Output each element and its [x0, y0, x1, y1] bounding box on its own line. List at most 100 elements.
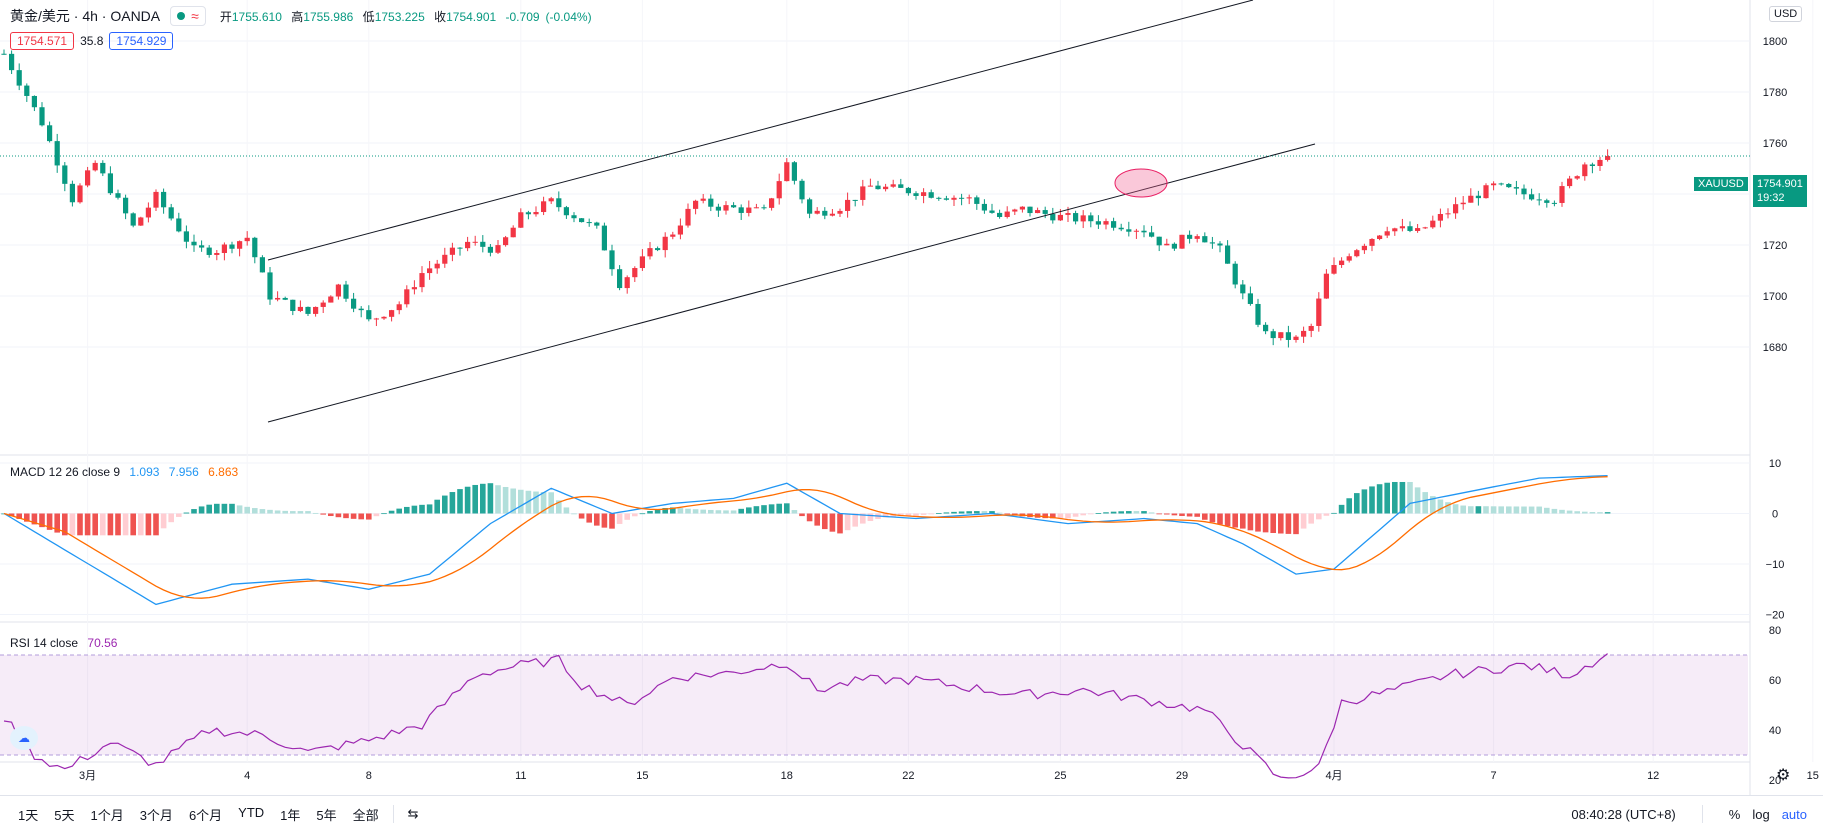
macd-legend[interactable]: MACD 12 26 close 9 1.093 7.956 6.863	[10, 465, 239, 479]
tradingview-logo-icon[interactable]: ☁	[10, 726, 38, 750]
candle-body	[1194, 236, 1200, 239]
macd-line	[3, 474, 1608, 606]
candle-body	[107, 173, 113, 194]
visibility-toggle[interactable]: ≈	[170, 6, 206, 26]
candle-body	[1080, 215, 1086, 222]
macd-histogram-bar	[609, 513, 615, 529]
candle-body	[1483, 185, 1489, 199]
macd-histogram-bar	[1141, 511, 1147, 514]
timeframe-1d[interactable]: 1天	[18, 807, 39, 823]
candle-body	[693, 200, 699, 209]
candle-body	[465, 241, 471, 249]
macd-histogram-bar	[624, 513, 630, 520]
timeframe-3m[interactable]: 3个月	[139, 807, 173, 823]
macd-histogram-bar	[586, 513, 592, 523]
macd-histogram-bar	[1361, 489, 1368, 514]
macd-histogram-bar	[936, 513, 942, 514]
candle-body	[1384, 231, 1390, 236]
candle-body	[1605, 156, 1611, 160]
macd-histogram-bar	[396, 508, 402, 514]
currency-button[interactable]: USD	[1769, 6, 1803, 22]
candle-body	[1209, 242, 1215, 244]
bid-ask-tags: 1754.571 35.8 1754.929	[10, 32, 174, 50]
gear-icon[interactable]: ⚙	[1776, 767, 1791, 784]
macd-tick-label: −10	[1766, 559, 1785, 571]
candle-body	[959, 197, 965, 199]
macd-histogram-bar	[1095, 513, 1102, 514]
timeframe-6m[interactable]: 6个月	[188, 807, 223, 823]
macd-histogram-bar	[1346, 498, 1352, 514]
macd-histogram-bar	[1536, 506, 1542, 514]
candle-body	[1141, 230, 1147, 233]
timeframe-1m[interactable]: 1个月	[90, 807, 124, 823]
macd-histogram-bar	[236, 505, 243, 514]
macd-histogram-bar	[996, 512, 1003, 514]
macd-histogram-bar	[1308, 513, 1314, 524]
timeframe-5y[interactable]: 5年	[316, 807, 337, 823]
macd-histogram-bar	[290, 511, 296, 514]
timeframe-1y[interactable]: 1年	[280, 807, 301, 823]
percent-scale-button[interactable]: %	[1728, 806, 1741, 822]
price-tick-label: 1800	[1763, 36, 1787, 48]
macd-histogram-bar	[335, 513, 342, 518]
macd-histogram-bar	[768, 504, 775, 514]
macd-histogram-bar	[685, 508, 691, 514]
chart-canvas[interactable]: 1800178017601740172017001680100−10−20806…	[0, 0, 1823, 795]
macd-histogram-bar	[404, 506, 410, 514]
candle-body	[700, 198, 706, 201]
last-price-tag: 1754.901 19:32	[1753, 175, 1807, 207]
macd-histogram-bar	[206, 504, 212, 514]
macd-histogram-bar	[533, 491, 539, 514]
candle-body	[130, 213, 136, 226]
candle-body	[541, 201, 547, 213]
candle-body	[1323, 273, 1329, 299]
candle-body	[1149, 232, 1155, 237]
macd-histogram-bar	[1323, 513, 1330, 516]
macd-histogram-bar	[46, 513, 53, 530]
macd-histogram-bar	[776, 503, 782, 514]
macd-histogram-bar	[616, 513, 623, 524]
macd-histogram-bar	[1209, 513, 1216, 523]
rsi-tick-label: 20	[1769, 775, 1781, 787]
macd-histogram-bar	[115, 513, 121, 536]
macd-histogram-bar	[1103, 512, 1109, 514]
timeframe-5d[interactable]: 5天	[54, 807, 75, 823]
macd-histogram-bar	[1544, 507, 1550, 514]
macd-histogram-bar	[951, 511, 957, 514]
macd-histogram-bar	[274, 510, 281, 514]
rsi-legend[interactable]: RSI 14 close 70.56	[10, 636, 118, 650]
macd-histogram-bar	[1148, 512, 1155, 514]
candle-body	[183, 231, 189, 242]
candle-body	[609, 250, 615, 270]
timeframe-all[interactable]: 全部	[352, 807, 379, 823]
candle-body	[662, 236, 668, 251]
clock-timezone[interactable]: 08:40:28 (UTC+8)	[1571, 806, 1676, 822]
auto-scale-button[interactable]: auto	[1781, 806, 1807, 822]
macd-histogram-bar	[1528, 506, 1535, 514]
candle-body	[1050, 213, 1056, 221]
macd-histogram-bar	[738, 508, 744, 514]
candle-body	[358, 308, 364, 311]
timeframe-ytd[interactable]: YTD	[238, 804, 265, 820]
candle-body	[381, 316, 387, 319]
time-tick-label: 8	[366, 770, 372, 782]
log-scale-button[interactable]: log	[1752, 806, 1770, 822]
macd-histogram-bar	[670, 507, 676, 514]
ask-price[interactable]: 1754.929	[109, 32, 174, 50]
timeframe-buttons: 1天 5天 1个月 3个月 6个月 YTD 1年 5年 全部	[18, 805, 379, 824]
macd-histogram-bar	[411, 505, 418, 514]
symbol-title[interactable]: 黄金/美元 · 4h · OANDA	[10, 8, 161, 24]
candle-body	[966, 197, 972, 199]
macd-histogram-bar	[639, 513, 646, 515]
compare-range-icon[interactable]: ⇆	[407, 806, 419, 821]
bid-price[interactable]: 1754.571	[10, 32, 75, 50]
price-tick-label: 1780	[1763, 87, 1787, 99]
macd-histogram-bar	[1521, 506, 1527, 514]
candle-body	[351, 298, 357, 309]
macd-histogram-bar	[632, 513, 638, 517]
macd-histogram-bar	[784, 503, 790, 514]
macd-histogram-bar	[1513, 506, 1520, 514]
macd-histogram-bar	[753, 506, 760, 514]
candle-body	[1316, 298, 1322, 326]
symbol-legend[interactable]: 黄金/美元 · 4h · OANDA ≈ 开1755.610 高1755.986…	[10, 6, 598, 26]
